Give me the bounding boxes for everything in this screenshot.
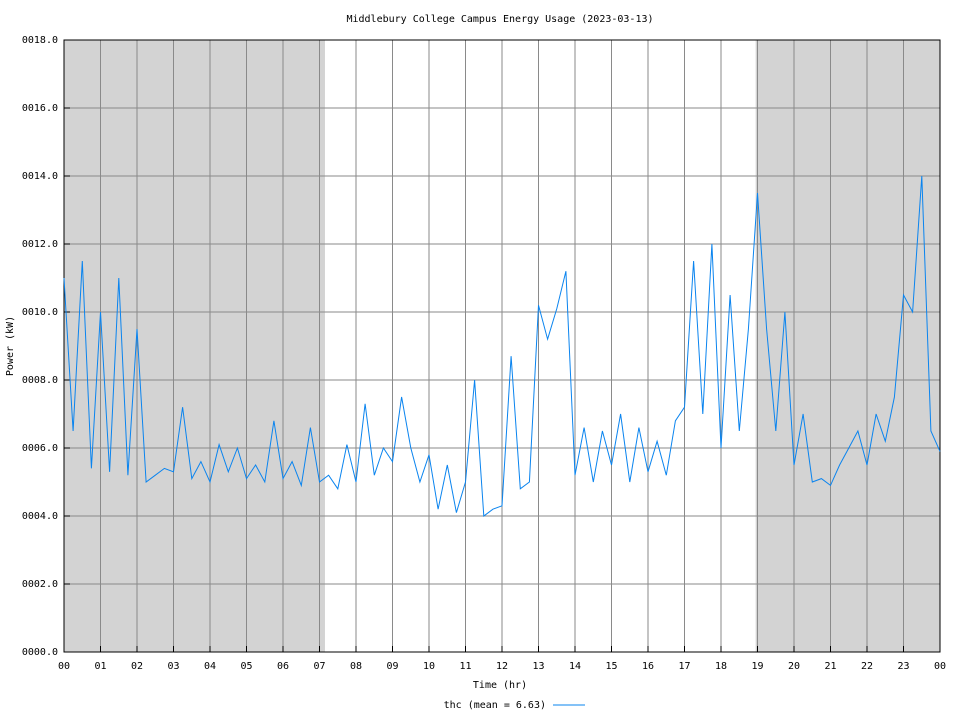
x-tick-label: 04: [204, 661, 216, 672]
y-tick-label: 0014.0: [22, 171, 58, 182]
night-shade: [64, 40, 325, 652]
x-tick-label: 18: [715, 661, 727, 672]
night-shade: [755, 40, 940, 652]
x-tick-label: 00: [58, 661, 70, 672]
x-tick-label: 12: [496, 661, 508, 672]
chart-title: Middlebury College Campus Energy Usage (…: [346, 14, 653, 25]
y-tick-label: 0012.0: [22, 239, 58, 250]
x-tick-label: 13: [532, 661, 544, 672]
y-tick-label: 0008.0: [22, 375, 58, 386]
x-tick-label: 16: [642, 661, 654, 672]
x-tick-label: 11: [459, 661, 471, 672]
y-tick-label: 0006.0: [22, 443, 58, 454]
x-tick-label: 10: [423, 661, 435, 672]
y-tick-label: 0004.0: [22, 511, 58, 522]
x-tick-label: 09: [386, 661, 398, 672]
y-tick-label: 0000.0: [22, 647, 58, 658]
x-tick-label: 14: [569, 661, 581, 672]
x-tick-label: 06: [277, 661, 289, 672]
y-tick-label: 0016.0: [22, 103, 58, 114]
series-line: [63, 175, 941, 517]
y-tick-label: 0010.0: [22, 307, 58, 318]
x-tick-label: 20: [788, 661, 800, 672]
x-tick-label: 05: [240, 661, 252, 672]
y-tick-label: 0018.0: [22, 35, 58, 46]
x-tick-label: 03: [167, 661, 179, 672]
x-tick-label: 00: [934, 661, 946, 672]
x-tick-label: 15: [605, 661, 617, 672]
x-tick-label: 07: [313, 661, 325, 672]
x-axis-label: Time (hr): [473, 680, 527, 691]
plot-frame: [63, 39, 941, 653]
y-tick-label: 0002.0: [22, 579, 58, 590]
x-tick-label: 17: [678, 661, 690, 672]
x-tick-label: 19: [751, 661, 763, 672]
legend-label: thc (mean = 6.63): [444, 700, 546, 711]
x-tick-label: 08: [350, 661, 362, 672]
y-axis-label: Power (kW): [5, 316, 16, 376]
x-tick-label: 02: [131, 661, 143, 672]
x-tick-label: 22: [861, 661, 873, 672]
x-tick-label: 23: [897, 661, 909, 672]
x-tick-label: 01: [94, 661, 106, 672]
x-tick-label: 21: [824, 661, 836, 672]
